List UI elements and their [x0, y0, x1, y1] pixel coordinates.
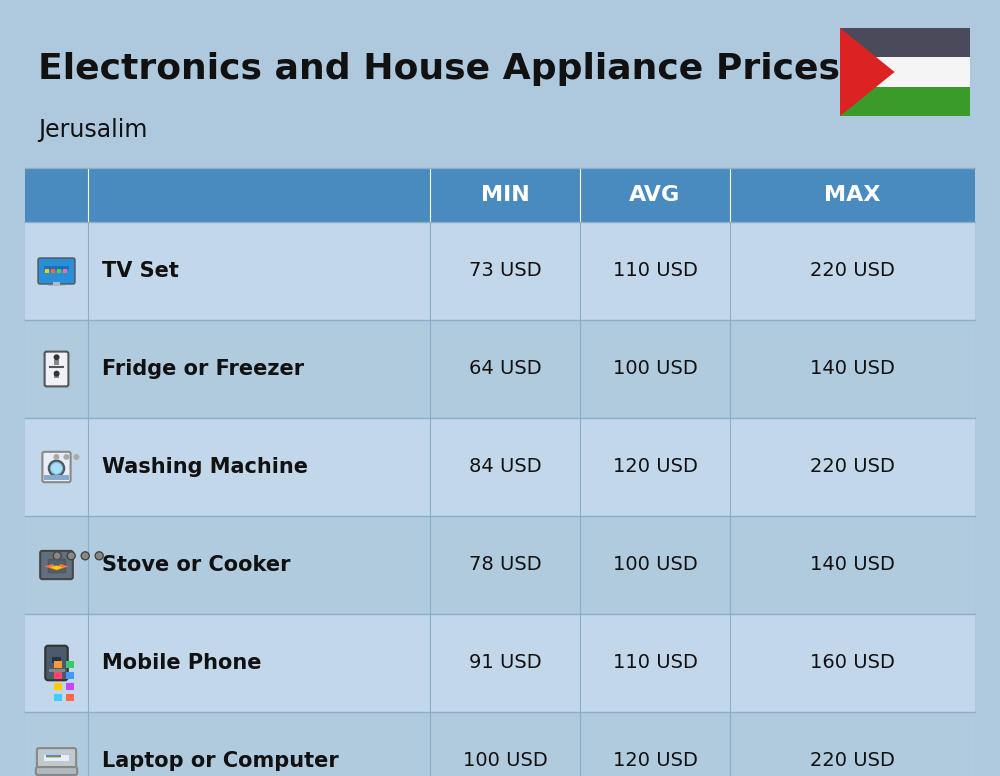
Bar — [45, 269, 49, 273]
Text: MIN: MIN — [481, 185, 529, 205]
Circle shape — [54, 371, 60, 376]
Bar — [54, 660, 62, 667]
Bar — [46, 756, 61, 758]
Text: 220 USD: 220 USD — [810, 458, 895, 476]
Bar — [840, 28, 970, 57]
Bar — [44, 475, 69, 480]
Text: 140 USD: 140 USD — [810, 359, 895, 379]
FancyBboxPatch shape — [38, 258, 75, 284]
Text: 84 USD: 84 USD — [469, 458, 541, 476]
FancyBboxPatch shape — [40, 551, 73, 579]
Bar — [66, 683, 74, 690]
Text: Laptop or Computer: Laptop or Computer — [102, 751, 339, 771]
Text: Fridge or Freezer: Fridge or Freezer — [102, 359, 304, 379]
Bar — [25, 418, 975, 516]
Text: 73 USD: 73 USD — [469, 262, 541, 280]
Bar — [44, 755, 69, 761]
Circle shape — [95, 552, 103, 559]
Bar — [44, 266, 69, 270]
Circle shape — [51, 462, 62, 474]
Text: Washing Machine: Washing Machine — [102, 457, 308, 477]
Text: 220 USD: 220 USD — [810, 751, 895, 771]
Circle shape — [53, 454, 59, 460]
Text: Jerusalim: Jerusalim — [38, 118, 147, 142]
Text: Stove or Cooker: Stove or Cooker — [102, 555, 290, 575]
FancyBboxPatch shape — [37, 748, 76, 773]
Circle shape — [81, 552, 89, 559]
Bar — [840, 57, 970, 87]
Bar — [48, 559, 65, 572]
Text: 160 USD: 160 USD — [810, 653, 895, 673]
Bar — [25, 614, 975, 712]
Text: Mobile Phone: Mobile Phone — [102, 653, 262, 673]
Bar — [51, 269, 55, 273]
Bar — [66, 672, 74, 679]
Text: AVG: AVG — [629, 185, 681, 205]
Text: 120 USD: 120 USD — [613, 751, 697, 771]
Bar — [25, 320, 975, 418]
Circle shape — [53, 552, 61, 559]
Bar — [48, 669, 64, 672]
Text: 110 USD: 110 USD — [613, 653, 697, 673]
Text: TV Set: TV Set — [102, 261, 179, 281]
Text: 64 USD: 64 USD — [469, 359, 541, 379]
Polygon shape — [50, 566, 62, 570]
Bar — [840, 87, 970, 116]
Bar — [57, 269, 61, 273]
Bar — [25, 222, 975, 320]
Bar — [25, 516, 975, 614]
Text: 91 USD: 91 USD — [469, 653, 541, 673]
FancyBboxPatch shape — [45, 646, 68, 681]
Bar — [46, 756, 61, 758]
Polygon shape — [44, 564, 68, 570]
Bar — [54, 694, 62, 701]
Bar — [54, 683, 62, 690]
Bar — [63, 269, 67, 273]
Circle shape — [73, 454, 79, 460]
Text: 220 USD: 220 USD — [810, 262, 895, 280]
Text: Electronics and House Appliance Prices: Electronics and House Appliance Prices — [38, 52, 840, 86]
Bar — [52, 656, 61, 663]
Text: 120 USD: 120 USD — [613, 458, 697, 476]
Bar — [66, 660, 74, 667]
Bar — [54, 372, 59, 378]
Bar — [25, 168, 975, 222]
Bar — [46, 756, 61, 757]
Bar — [46, 755, 61, 757]
Circle shape — [49, 461, 64, 476]
Bar — [66, 694, 74, 701]
Circle shape — [54, 355, 60, 360]
Text: 110 USD: 110 USD — [613, 262, 697, 280]
Text: 78 USD: 78 USD — [469, 556, 541, 574]
FancyBboxPatch shape — [45, 352, 68, 386]
Circle shape — [63, 454, 69, 460]
Bar — [46, 755, 61, 757]
FancyBboxPatch shape — [36, 767, 77, 775]
Text: 100 USD: 100 USD — [463, 751, 547, 771]
Text: MAX: MAX — [824, 185, 881, 205]
Bar — [54, 672, 62, 679]
Text: 100 USD: 100 USD — [613, 556, 697, 574]
Bar — [53, 282, 60, 285]
Text: 100 USD: 100 USD — [613, 359, 697, 379]
Polygon shape — [840, 28, 895, 116]
Bar — [54, 360, 59, 365]
Circle shape — [67, 552, 75, 559]
FancyBboxPatch shape — [42, 452, 71, 482]
Bar — [25, 712, 975, 776]
Text: 140 USD: 140 USD — [810, 556, 895, 574]
Bar — [48, 285, 65, 286]
